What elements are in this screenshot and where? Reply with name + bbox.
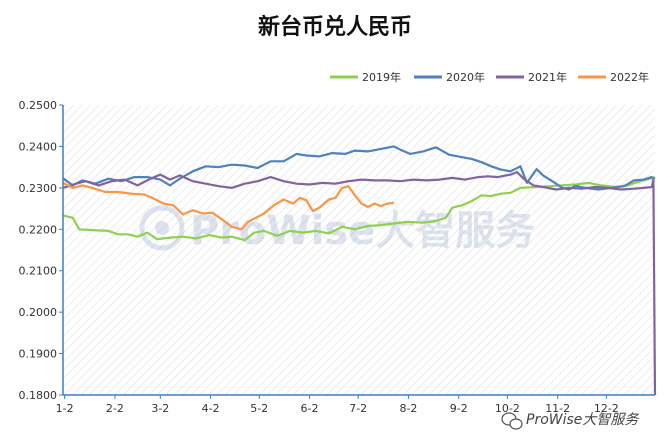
wechat-icon <box>501 412 523 430</box>
series-line-2022 <box>62 181 395 231</box>
series-line-2020 <box>62 145 656 191</box>
y-axis: 0.1800 0.1900 0.2000 0.2100 0.2200 0.2300 0.24… <box>19 99 63 402</box>
x-tick-label: 11-2 <box>545 402 570 415</box>
x-tick-label: 9-2 <box>450 402 468 415</box>
legend-label: 2021年 <box>528 70 567 84</box>
x-tick-label: 8-2 <box>399 402 417 415</box>
x-tick-label: 2-2 <box>106 402 124 415</box>
watermark: ProWise大智服务 <box>139 205 535 254</box>
y-tick-label: 0.2200 <box>19 223 58 236</box>
x-tick-label: 12-2 <box>594 402 619 415</box>
legend-label: 2022年 <box>610 70 649 84</box>
y-tick-label: 0.1800 <box>19 389 58 402</box>
y-tick-label: 0.2000 <box>19 306 58 319</box>
chart-title: 新台币兑人民币 <box>258 14 412 40</box>
y-tick-label: 0.2400 <box>19 140 58 153</box>
legend: 2019年 2020年 2021年 2022年 <box>330 70 649 84</box>
x-tick-label: 5-2 <box>250 402 268 415</box>
x-tick-label: 6-2 <box>301 402 319 415</box>
x-tick-label: 3-2 <box>151 402 169 415</box>
x-tick-label: 1-2 <box>56 402 74 415</box>
y-tick-label: 0.2300 <box>19 182 58 195</box>
watermark-logo-icon <box>139 205 185 251</box>
plot-area <box>63 105 655 395</box>
legend-label: 2019年 <box>362 70 401 84</box>
x-tick-label: 10-2 <box>495 402 520 415</box>
x-tick-label: 7-2 <box>349 402 367 415</box>
footer-watermark-text: ProWise大智服务 <box>526 412 639 428</box>
y-tick-label: 0.2100 <box>19 265 58 278</box>
series-layer <box>62 145 657 396</box>
legend-label: 2020年 <box>446 70 485 84</box>
series-line-2021 <box>62 171 657 396</box>
x-tick-label: 4-2 <box>202 402 220 415</box>
y-tick-label: 0.2500 <box>19 99 58 112</box>
watermark-text: ProWise大智服务 <box>190 208 535 254</box>
y-tick-label: 0.1900 <box>19 348 58 361</box>
series-line-2019 <box>62 176 656 242</box>
footer-watermark: ProWise大智服务 <box>501 412 639 430</box>
x-axis: 1-2 2-2 3-2 4-2 5-2 6-2 7-2 8-2 9-2 10-2 11-2 12-2 <box>56 395 619 415</box>
